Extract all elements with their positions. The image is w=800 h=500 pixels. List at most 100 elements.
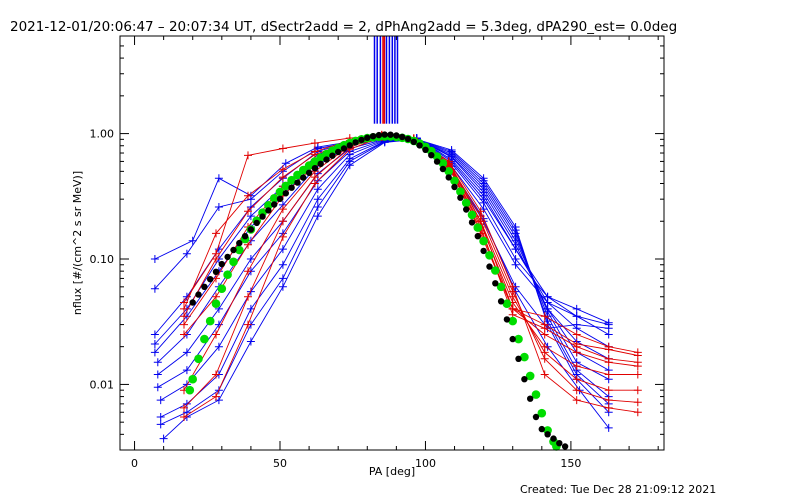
series-line <box>154 137 609 345</box>
fit-point <box>224 253 231 261</box>
fit-point <box>445 174 452 181</box>
series-15 <box>180 131 642 371</box>
data-point <box>540 370 549 379</box>
data-point <box>246 203 255 211</box>
fit-point <box>352 139 359 146</box>
fit-point <box>275 187 285 197</box>
data-point <box>153 370 162 379</box>
data-point <box>244 267 252 276</box>
fit-point <box>439 165 447 173</box>
data-point <box>345 161 354 170</box>
data-point <box>278 173 287 182</box>
data-point <box>604 342 613 351</box>
data-point <box>244 207 252 216</box>
fit-point <box>323 156 330 163</box>
fit-point <box>195 291 202 298</box>
fit-point <box>451 183 458 191</box>
fit-point <box>496 282 506 292</box>
fit-point <box>393 132 400 139</box>
series-line <box>183 135 638 367</box>
data-point <box>278 165 287 174</box>
data-point <box>310 139 319 148</box>
fit-point <box>188 374 197 384</box>
fit-point <box>450 176 459 186</box>
x-tick-label: 100 <box>415 457 436 470</box>
x-axis-label: PA [deg] <box>369 465 415 478</box>
data-point <box>180 312 188 321</box>
data-point <box>212 330 220 339</box>
fit-point <box>444 167 454 176</box>
fit-point <box>317 160 324 167</box>
data-point <box>246 337 255 346</box>
fit-point <box>461 198 471 208</box>
fit-point <box>189 299 196 306</box>
fit-point <box>525 371 535 381</box>
data-point <box>150 330 159 339</box>
data-point <box>212 229 220 238</box>
fit-point <box>521 376 528 383</box>
fit-point <box>463 206 470 213</box>
data-point <box>572 396 581 405</box>
data-point <box>182 366 191 375</box>
fit-point <box>527 395 534 402</box>
fit-point <box>479 236 488 246</box>
vertical-line-layer <box>373 36 399 124</box>
fit-point <box>346 142 353 149</box>
data-point <box>278 282 287 291</box>
data-point <box>246 212 255 221</box>
data-point <box>511 255 520 263</box>
fit-point <box>200 334 209 344</box>
data-point <box>150 284 159 293</box>
data-point <box>278 245 287 254</box>
fit-point <box>299 165 308 175</box>
fit-point <box>468 219 476 226</box>
fit-point <box>229 257 238 267</box>
fit-point <box>253 219 260 227</box>
data-point <box>153 358 162 367</box>
data-point <box>244 320 252 329</box>
fit-point <box>281 181 291 191</box>
data-point <box>633 348 642 357</box>
series-line <box>183 136 638 418</box>
data-point <box>604 318 613 327</box>
data-point <box>540 354 549 363</box>
data-point <box>476 207 485 216</box>
data-point <box>212 392 220 401</box>
data-point <box>244 292 252 301</box>
series-8 <box>156 135 613 405</box>
series-line <box>154 137 610 429</box>
data-point <box>572 386 581 395</box>
y-tick-label: 1.00 <box>90 128 115 141</box>
data-point <box>313 195 322 204</box>
fit-point <box>305 169 313 176</box>
data-point <box>604 386 613 395</box>
series-line <box>154 137 609 335</box>
data-point <box>604 370 613 379</box>
y-axis-label: nflux [#/(cm^2 s sr MeV)] <box>71 171 84 315</box>
fit-point <box>556 440 563 447</box>
fit-point <box>520 352 529 362</box>
fit-point <box>503 316 511 323</box>
fit-point <box>340 145 348 152</box>
series-line <box>183 134 638 363</box>
series-line <box>160 138 609 401</box>
data-point <box>572 375 581 384</box>
fit-point <box>404 135 412 143</box>
fit-point <box>235 245 244 255</box>
series-19 <box>180 133 642 421</box>
black-fit-curve <box>189 131 569 450</box>
fit-point <box>485 251 494 260</box>
fit-point <box>269 194 279 203</box>
fit-point <box>509 335 516 343</box>
data-point <box>153 383 162 392</box>
fit-point <box>456 187 465 196</box>
fit-point <box>230 246 237 254</box>
data-point <box>540 330 549 339</box>
x-axis: 0 50 100 150 <box>131 36 659 470</box>
fit-point <box>480 247 487 255</box>
data-point <box>278 274 287 283</box>
fit-point <box>438 159 448 168</box>
fit-point <box>538 425 545 433</box>
fit-point <box>185 385 195 395</box>
